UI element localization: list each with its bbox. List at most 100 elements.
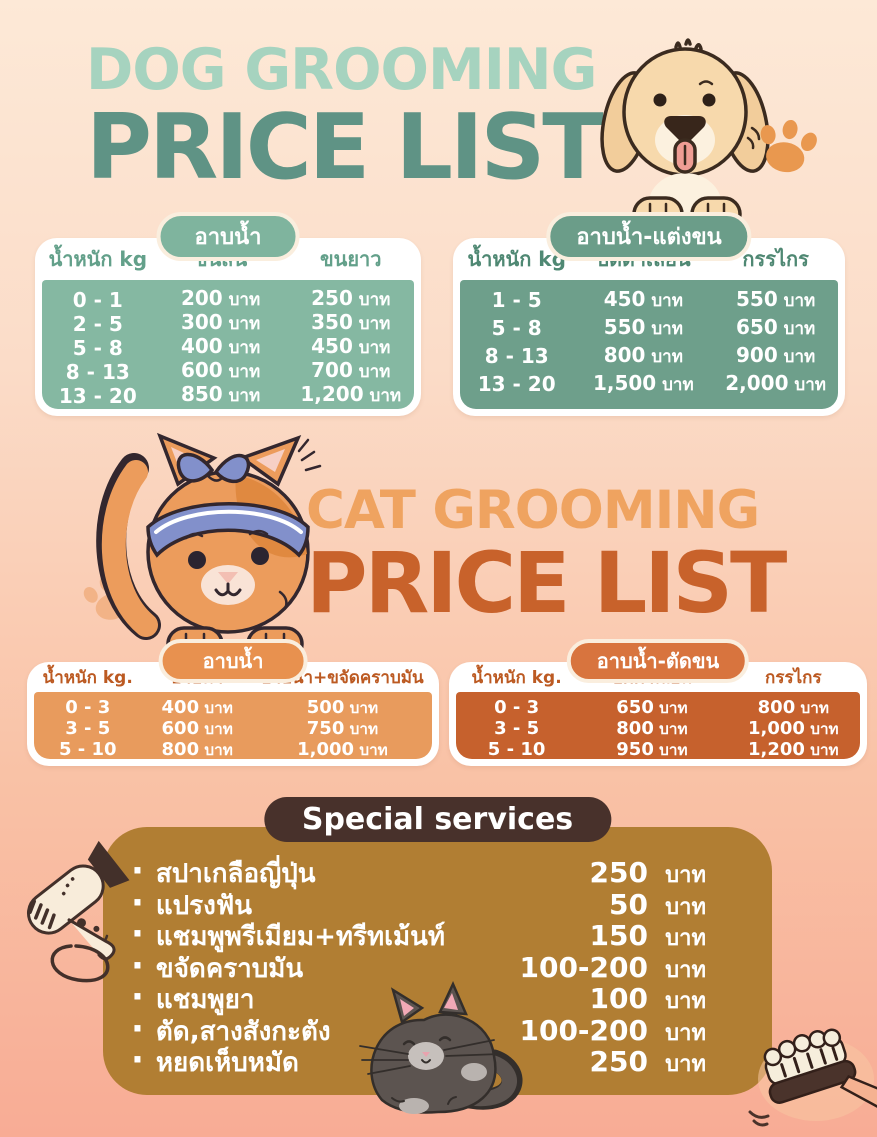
table-cell: 1,000 บาท — [747, 718, 839, 739]
service-unit: บาท — [665, 1020, 706, 1046]
service-label: แปรงฟัน — [155, 890, 253, 921]
dog-bath-badge: อาบน้ำ — [156, 212, 300, 261]
table-cell: 650 บาท — [616, 697, 688, 718]
table-cell: 400 บาท — [161, 697, 233, 718]
table-row: 13 - 20 850 บาท 1,200 บาท — [42, 382, 414, 408]
table-row: 5 - 8 550 บาท 650 บาท — [460, 314, 838, 342]
table-cell: 650 บาท — [736, 314, 816, 339]
table-cell: 450 บาท — [311, 334, 391, 358]
service-price: 100-200 — [519, 950, 648, 984]
dog-paw-print-icon — [760, 119, 817, 173]
table-cell: 450 บาท — [603, 286, 683, 311]
table-cell: 800 บาท — [757, 697, 829, 718]
service-unit: บาท — [665, 894, 706, 920]
table-cell: 550 บาท — [736, 286, 816, 311]
table-row: 0 - 3 400 บาท 500 บาท — [34, 695, 432, 718]
service-label: ตัด,สางสังกะตัง — [155, 1016, 331, 1047]
table-cell: 400 บาท — [180, 334, 261, 358]
special-services-badge: Special services — [263, 797, 612, 842]
table-cell: 13 - 20 — [477, 372, 556, 396]
table-cell: 250 บาท — [311, 286, 391, 310]
table-cell: 700 บาท — [311, 358, 391, 382]
table-row: 5 - 8 400 บาท 450 บาท — [42, 334, 414, 360]
table-cell: 13 - 20 — [58, 383, 137, 408]
table-cell: 8 - 13 — [65, 359, 130, 384]
service-item: · สปาเกลือญี่ปุ่น 250 บาท — [131, 853, 706, 889]
table-cell: 2 - 5 — [72, 311, 123, 336]
cat-bath-haircut-table: อาบน้ำ-ตัดขน น้ำหนัก kg.ปัตตาเลี่ยนกรรไก… — [449, 639, 867, 766]
service-unit: บาท — [665, 926, 706, 951]
table-cell: 1,200 บาท — [747, 739, 839, 759]
table-row: 5 - 10 950 บาท 1,200 บาท — [456, 737, 860, 759]
table-row: 13 - 20 1,500 บาท 2,000 บาท — [460, 370, 838, 398]
table-cell: 850 บาท — [180, 382, 261, 406]
cat-bath-table: อาบน้ำ น้ำหนัก kg.อาบน้ำอาบน้ำ+ขจัดคราบม… — [27, 639, 439, 766]
service-label: แชมพูยา — [155, 985, 255, 1015]
table-cell: 600 บาท — [180, 358, 261, 382]
service-unit: บาท — [665, 863, 706, 888]
table-row: 1 - 5 450 บาท 550 บาท — [460, 286, 838, 314]
table-cell: 550 บาท — [603, 314, 683, 339]
dog-title-line2: PRICE LIST — [86, 95, 604, 200]
table-cell: 800 บาท — [616, 718, 688, 739]
table-cell: 800 บาท — [603, 342, 683, 367]
service-price: 100 — [589, 982, 648, 1015]
table-cell: 900 บาท — [736, 342, 816, 367]
table-cell: 8 - 13 — [484, 344, 549, 368]
table-row: 5 - 10 800 บาท 1,000 บาท — [34, 737, 432, 759]
table-cell: 350 บาท — [311, 310, 391, 334]
service-item: · แปรงฟัน 50 บาท — [131, 885, 706, 921]
table-cell: 1 - 5 — [491, 288, 542, 312]
service-unit: บาท — [665, 989, 706, 1014]
column-header: ขนยาว — [319, 247, 382, 271]
special-services-panel: Special services · สปาเกลือญี่ปุ่น 250 บาท ·… — [103, 797, 772, 1095]
table-cell: 3 - 5 — [494, 718, 540, 739]
cat-bath-haircut-badge: อาบน้ำ-ตัดขน — [566, 639, 750, 683]
cat-section-title: CAT GROOMING PRICE LIST — [306, 480, 787, 625]
table-row: 8 - 13 800 บาท 900 บาท — [460, 342, 838, 370]
table-body: 0 - 3 650 บาท 800 บาท 3 - 5 800 บาท 1,000 บาท… — [456, 692, 860, 759]
cat-title-line1: CAT GROOMING — [306, 480, 760, 541]
table-cell: 0 - 3 — [65, 697, 111, 718]
table-row: 3 - 5 600 บาท 750 บาท — [34, 716, 432, 739]
service-price: 250 — [589, 1045, 648, 1078]
service-label: แชมพูพรีเมียม+ทรีทเม้นท์ — [155, 922, 446, 952]
special-services-list: · สปาเกลือญี่ปุ่น 250 บาท · แปรงฟัน 50 บาท · แชมพ… — [131, 853, 706, 1078]
service-item: · แชมพูพรีเมียม+ทรีทเม้นท์ 150 บาท — [131, 916, 706, 952]
table-row: 2 - 5 300 บาท 350 บาท — [42, 310, 414, 336]
service-unit: บาท — [665, 957, 706, 983]
table-cell: 950 บาท — [616, 739, 688, 759]
service-price: 100-200 — [519, 1013, 648, 1047]
table-cell: 300 บาท — [180, 310, 261, 334]
table-body: 0 - 3 400 บาท 500 บาท 3 - 5 600 บาท 750 บาท 5 … — [34, 692, 432, 759]
service-price: 250 — [589, 856, 648, 889]
column-header: กรรไกร — [742, 247, 809, 271]
table-cell: 5 - 10 — [487, 739, 546, 759]
sleeping-cat-icon — [359, 980, 523, 1114]
table-body: 0 - 1 200 บาท 250 บาท 2 - 5 300 บาท 350 บาท 5 … — [42, 280, 414, 409]
table-cell: 800 บาท — [161, 739, 233, 759]
service-item: · ขจัดคราบมัน 100-200 บาท — [131, 948, 706, 984]
dog-bath-grooming-table: อาบน้ำ-แต่งขน น้ำหนัก kgปัตตาเลี่ยนกรรไก… — [453, 212, 845, 416]
service-item: · หยดเห็บหมัด 250 บาท — [131, 1042, 706, 1078]
table-row: 0 - 1 200 บาท 250 บาท — [42, 286, 414, 312]
table-cell: 1,000 บาท — [297, 739, 388, 759]
service-price: 50 — [609, 887, 648, 921]
table-cell: 5 - 10 — [58, 739, 117, 759]
column-header: น้ำหนัก kg. — [42, 667, 133, 688]
table-body: 1 - 5 450 บาท 550 บาท 5 - 8 550 บาท 650 บาท 8 … — [460, 280, 838, 409]
table-cell: 750 บาท — [306, 718, 379, 739]
service-item: · แชมพูยา 100 บาท — [131, 979, 706, 1015]
table-cell: 0 - 3 — [494, 697, 540, 718]
dog-illustration-icon — [600, 38, 770, 234]
table-cell: 5 - 8 — [72, 335, 123, 360]
column-header: น้ำหนัก kg — [48, 247, 148, 271]
cat-illustration-icon — [96, 432, 322, 662]
table-cell: 500 บาท — [306, 697, 379, 718]
service-label: หยดเห็บหมัด — [155, 1048, 299, 1078]
hair-dryer-icon — [26, 840, 130, 983]
service-item: · ตัด,สางสังกะตัง 100-200 บาท — [131, 1011, 706, 1047]
